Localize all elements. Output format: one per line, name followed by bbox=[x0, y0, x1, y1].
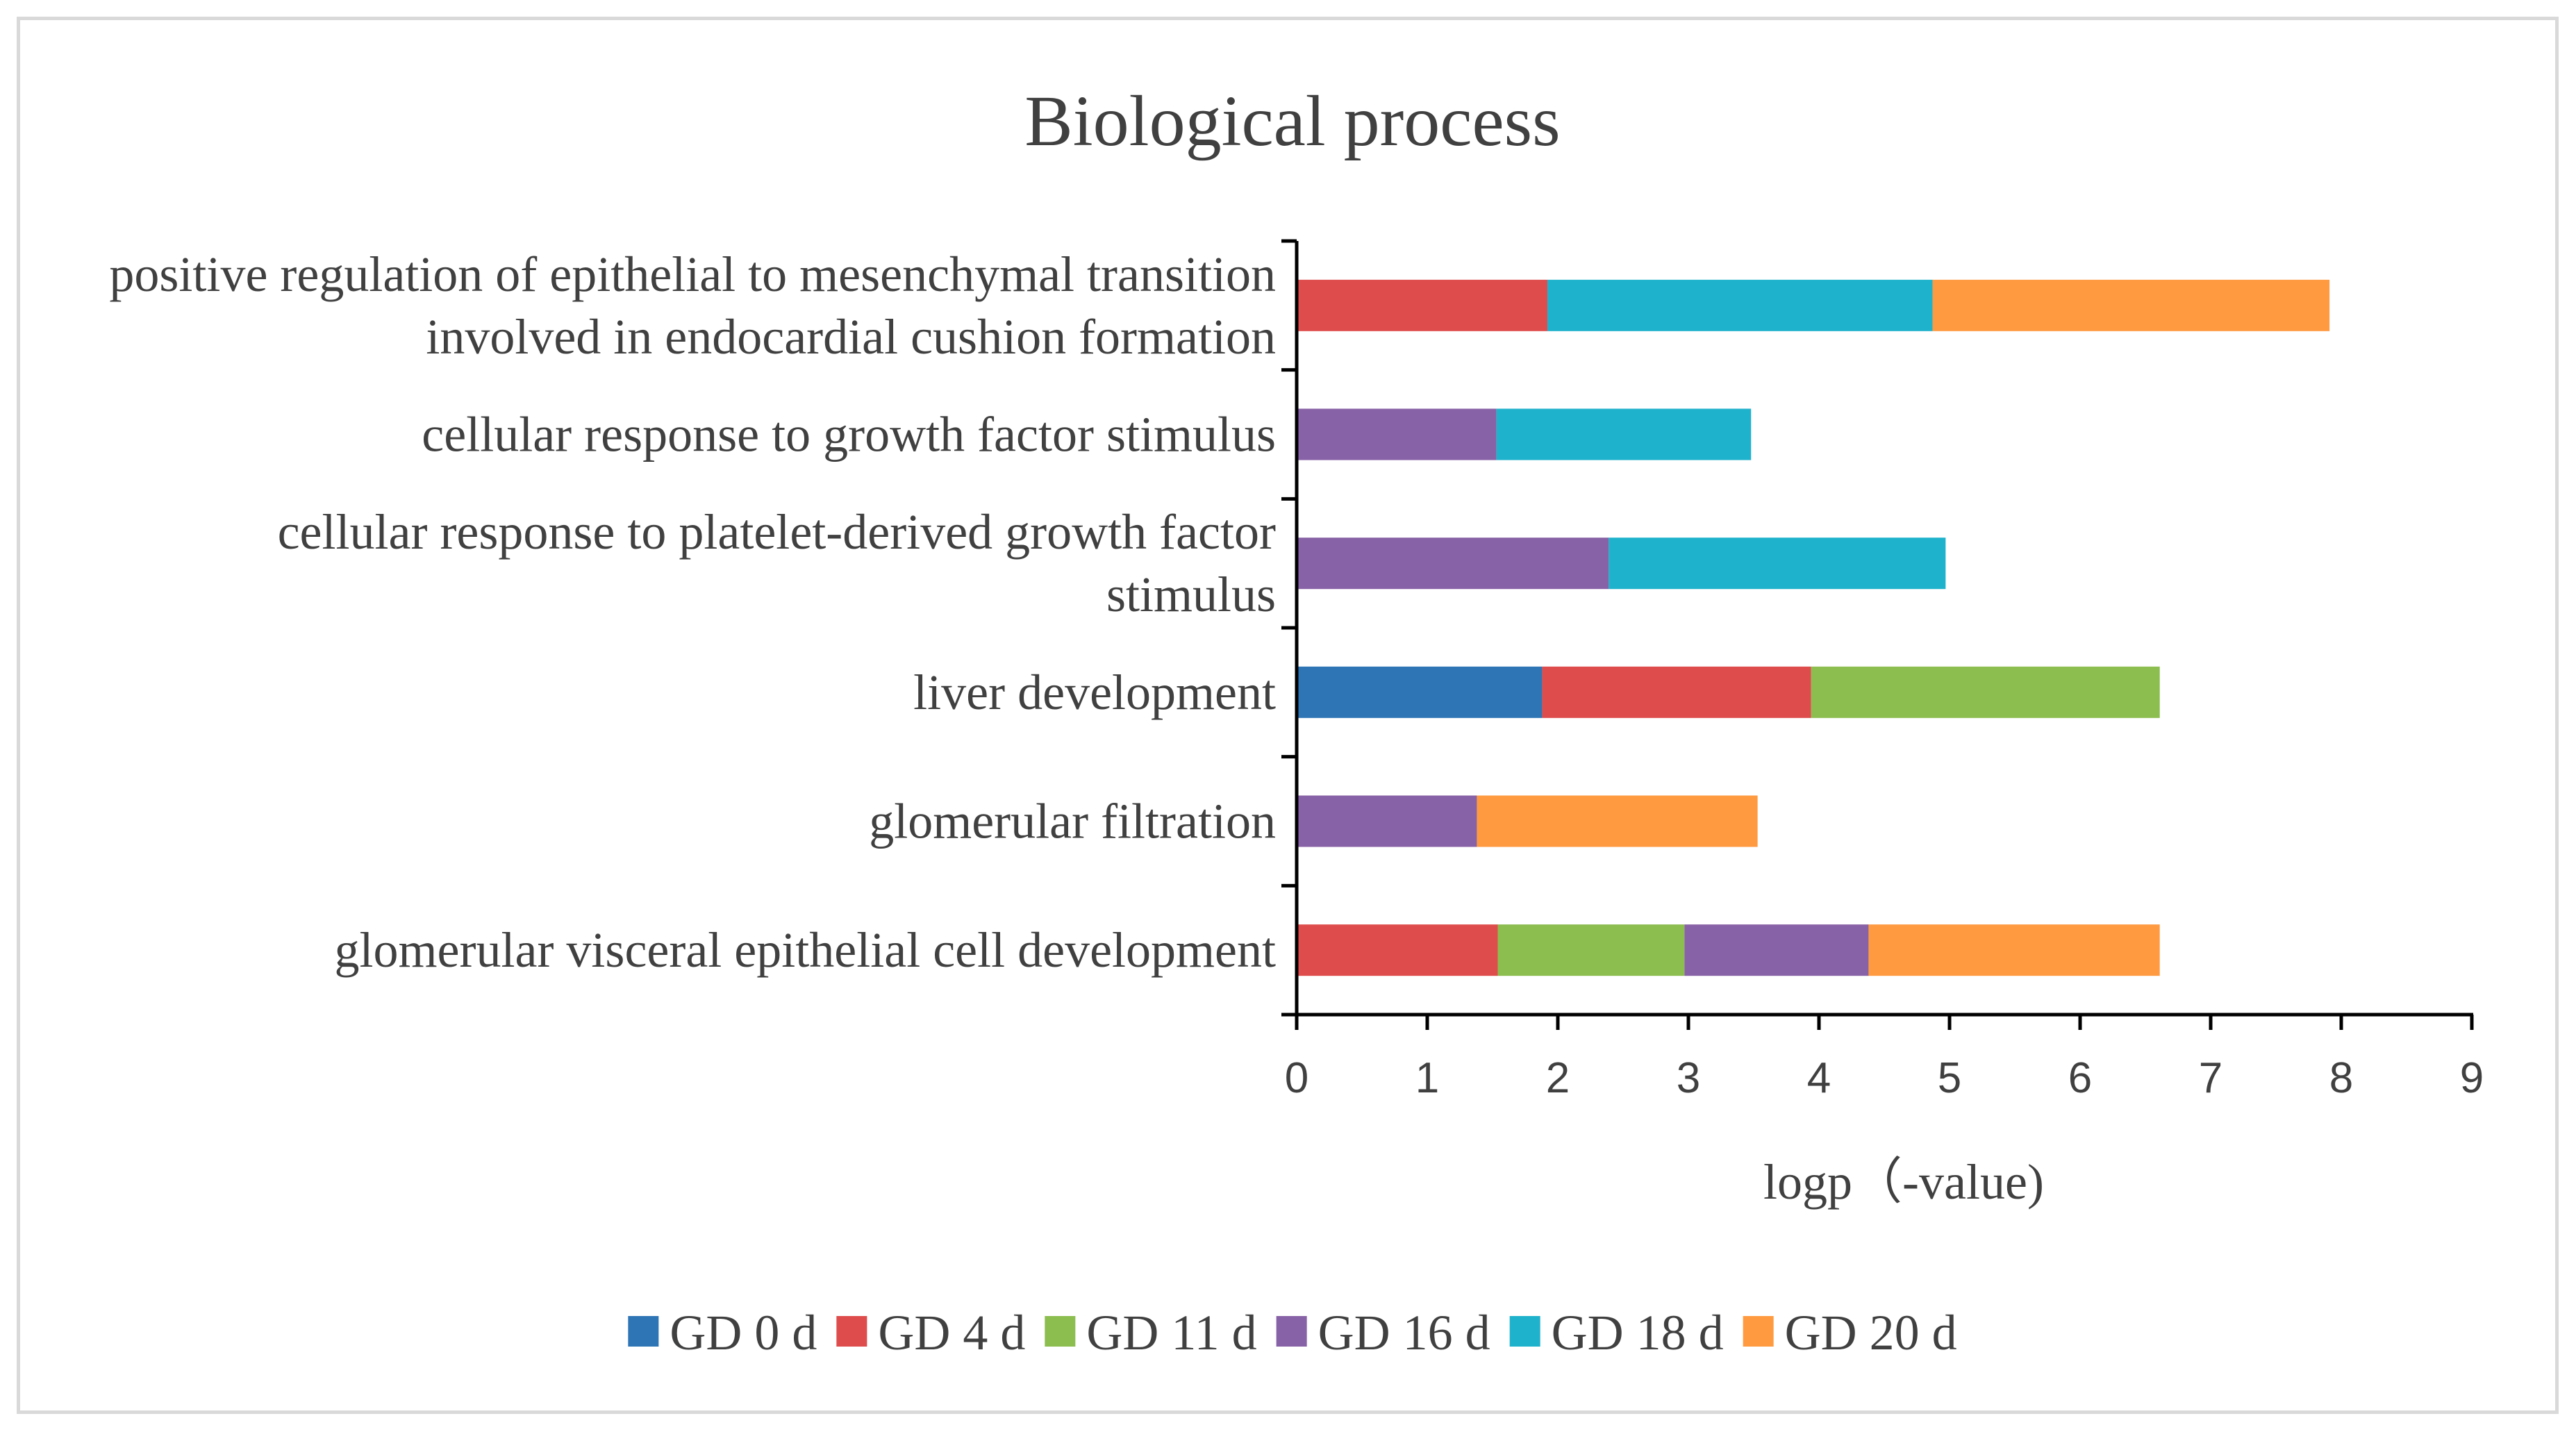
category-label: cellular response to growth factor stimu… bbox=[422, 407, 1276, 463]
bar-segment bbox=[1684, 924, 1869, 976]
bar-segment bbox=[1932, 279, 2330, 331]
bar-segment bbox=[1297, 538, 1609, 590]
x-tick-label: 8 bbox=[2329, 1054, 2353, 1102]
legend-swatch bbox=[1743, 1316, 1774, 1347]
x-tick-label: 1 bbox=[1415, 1054, 1439, 1102]
legend-item: GD 11 d bbox=[1045, 1305, 1257, 1360]
category-label: involved in endocardial cushion formatio… bbox=[426, 309, 1276, 365]
x-tick-label: 0 bbox=[1285, 1054, 1308, 1102]
x-tick-label: 7 bbox=[2199, 1054, 2222, 1102]
bar-segment bbox=[1297, 279, 1547, 331]
legend-swatch bbox=[836, 1316, 867, 1347]
category-label: liver development bbox=[913, 665, 1276, 720]
category-label: glomerular filtration bbox=[869, 794, 1276, 849]
x-axis-title: logp（-value) bbox=[1763, 1154, 2044, 1210]
x-tick-label: 2 bbox=[1546, 1054, 1570, 1102]
legend-swatch bbox=[1276, 1316, 1307, 1347]
bar-segment bbox=[1496, 408, 1752, 460]
legend-label: GD 0 d bbox=[670, 1305, 817, 1360]
legend-item: GD 4 d bbox=[836, 1305, 1025, 1360]
bar-segment bbox=[1297, 795, 1477, 847]
x-tick-label: 9 bbox=[2460, 1054, 2484, 1102]
legend-item: GD 0 d bbox=[628, 1305, 817, 1360]
bar-segment bbox=[1297, 666, 1543, 718]
legend-item: GD 16 d bbox=[1276, 1305, 1490, 1360]
bar-segment bbox=[1297, 924, 1498, 976]
figure-frame: Biological process 0 1 2 3 4 5 6 7 8 9 positive r… bbox=[17, 17, 2559, 1414]
chart: Biological process 0 1 2 3 4 5 6 7 8 9 positive r… bbox=[109, 81, 2484, 1360]
legend-label: GD 11 d bbox=[1086, 1305, 1256, 1360]
x-tick-label: 3 bbox=[1677, 1054, 1700, 1102]
bar-segment bbox=[1811, 666, 2160, 718]
legend-label: GD 16 d bbox=[1318, 1305, 1490, 1360]
legend-label: GD 20 d bbox=[1785, 1305, 1957, 1360]
legend-label: GD 4 d bbox=[878, 1305, 1025, 1360]
bar-segment bbox=[1547, 279, 1933, 331]
legend-item: GD 18 d bbox=[1509, 1305, 1724, 1360]
chart-title: Biological process bbox=[1024, 81, 1560, 161]
category-label: stimulus bbox=[1106, 567, 1276, 622]
legend-label: GD 18 d bbox=[1552, 1305, 1724, 1360]
x-tick-label: 5 bbox=[1938, 1054, 1961, 1102]
category-label: cellular response to platelet-derived gr… bbox=[278, 504, 1276, 560]
legend-swatch bbox=[628, 1316, 659, 1347]
legend-swatch bbox=[1509, 1316, 1540, 1347]
bar-segment bbox=[1477, 795, 1758, 847]
bar-segment bbox=[1609, 538, 1946, 590]
x-tick-label: 4 bbox=[1807, 1054, 1831, 1102]
bar-segment bbox=[1868, 924, 2160, 976]
x-tick-label: 6 bbox=[2068, 1054, 2092, 1102]
bar-segment bbox=[1297, 408, 1497, 460]
bar-segment bbox=[1542, 666, 1811, 718]
legend-item: GD 20 d bbox=[1743, 1305, 1957, 1360]
category-label: positive regulation of epithelial to mes… bbox=[109, 247, 1276, 302]
bar-segment bbox=[1497, 924, 1685, 976]
category-label: glomerular visceral epithelial cell deve… bbox=[335, 922, 1276, 978]
legend-swatch bbox=[1045, 1316, 1076, 1347]
